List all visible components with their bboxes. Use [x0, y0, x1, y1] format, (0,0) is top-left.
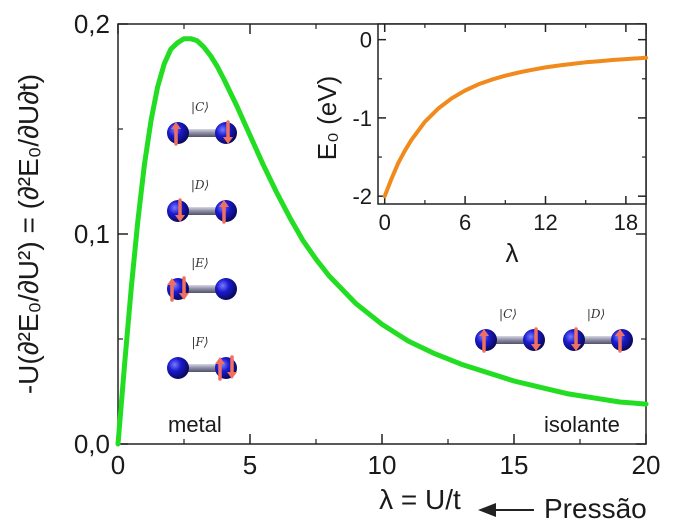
spin-arrow-head: [215, 357, 225, 364]
dimer: |D⟩: [167, 178, 237, 224]
main-series-line: [115, 36, 649, 447]
inset-y-tick-label: 0: [360, 28, 372, 53]
inset-series-line: [382, 55, 648, 199]
bond: [178, 285, 226, 293]
main-y-axis: 0,0 0,1 0,2: [74, 9, 646, 459]
bond: [574, 336, 622, 344]
main-x-axis: 0 5 10 15 20: [111, 24, 661, 480]
inset-x-axis-title: λ: [506, 238, 519, 268]
spin-arrow-head: [175, 215, 185, 222]
dimer: |C⟩: [167, 100, 237, 146]
spin-arrow-head: [219, 200, 229, 207]
inset-y-tick-label: -1: [352, 106, 372, 131]
spin-arrow-head: [167, 278, 177, 285]
pressure-label: Pressão: [544, 493, 647, 524]
x-tick-label: 20: [632, 450, 661, 480]
state-label: |F⟩: [191, 335, 208, 349]
x-tick-label: 0: [111, 450, 125, 480]
inset-x-tick-label: 18: [614, 210, 638, 235]
spin-arrow-head: [615, 329, 625, 336]
inset-plot-frame: [377, 23, 647, 205]
inset-x-tick-label: 6: [459, 210, 471, 235]
x-axis-title: λ = U/t: [379, 484, 461, 515]
spin-arrow-head: [571, 344, 581, 351]
spin-arrow-head: [479, 329, 489, 336]
bond: [486, 336, 534, 344]
pressure-arrow: [478, 503, 534, 517]
spin-arrow-head: [171, 122, 181, 129]
spin-arrow-head: [531, 344, 541, 351]
inset-x-tick-label: 0: [379, 210, 391, 235]
bond: [178, 364, 226, 372]
y-axis-title: -U(∂²E₀/∂U²) = (∂²E₀/∂U∂t): [13, 74, 44, 394]
inset-y-axis-title: E₀ (eV): [312, 76, 342, 160]
inset-y-tick-label: -2: [352, 184, 372, 209]
x-tick-label: 5: [243, 450, 257, 480]
dimer: |F⟩: [167, 335, 237, 381]
dimer: |C⟩: [475, 307, 545, 353]
atom: [215, 278, 237, 300]
atom: [167, 357, 189, 379]
bond: [178, 129, 226, 137]
state-label: |D⟩: [191, 178, 209, 192]
y-tick-label: 0,1: [74, 219, 110, 249]
insulator-label: isolante: [544, 412, 620, 437]
spin-arrow-head: [179, 293, 189, 300]
x-tick-label: 10: [368, 450, 397, 480]
state-label: |E⟩: [191, 256, 208, 270]
inset-x-axis: 0 6 12 18: [379, 24, 638, 235]
bond: [178, 207, 226, 215]
inset-y-axis: 0 -1 -2: [352, 28, 646, 209]
dimer: |E⟩: [167, 256, 237, 302]
y-tick-label: 0,0: [74, 429, 110, 459]
state-label: |D⟩: [587, 307, 605, 321]
dimer-illustrations: |C⟩ |D⟩ |E⟩ |F⟩ |C⟩ |D⟩: [167, 100, 633, 381]
spin-arrow-head: [223, 137, 233, 144]
spin-arrow-head: [227, 372, 237, 379]
y-tick-label: 0,2: [74, 9, 110, 39]
metal-label: metal: [168, 412, 222, 437]
inset-x-tick-label: 12: [533, 210, 557, 235]
dimer: |D⟩: [563, 307, 633, 353]
x-tick-label: 15: [500, 450, 529, 480]
inset-background: [378, 24, 646, 204]
state-label: |C⟩: [499, 307, 517, 321]
state-label: |C⟩: [191, 100, 209, 114]
